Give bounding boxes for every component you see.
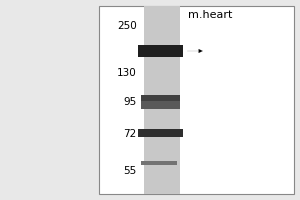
Text: 55: 55 xyxy=(123,166,136,176)
FancyBboxPatch shape xyxy=(141,95,180,103)
Text: 95: 95 xyxy=(123,97,136,107)
FancyBboxPatch shape xyxy=(141,101,180,109)
FancyBboxPatch shape xyxy=(138,129,183,137)
FancyBboxPatch shape xyxy=(138,45,183,57)
FancyBboxPatch shape xyxy=(144,6,180,194)
Text: 72: 72 xyxy=(123,129,136,139)
Text: m.heart: m.heart xyxy=(188,10,232,20)
Text: 250: 250 xyxy=(117,21,136,31)
Text: 130: 130 xyxy=(117,68,136,78)
FancyBboxPatch shape xyxy=(141,161,177,165)
FancyBboxPatch shape xyxy=(99,6,294,194)
